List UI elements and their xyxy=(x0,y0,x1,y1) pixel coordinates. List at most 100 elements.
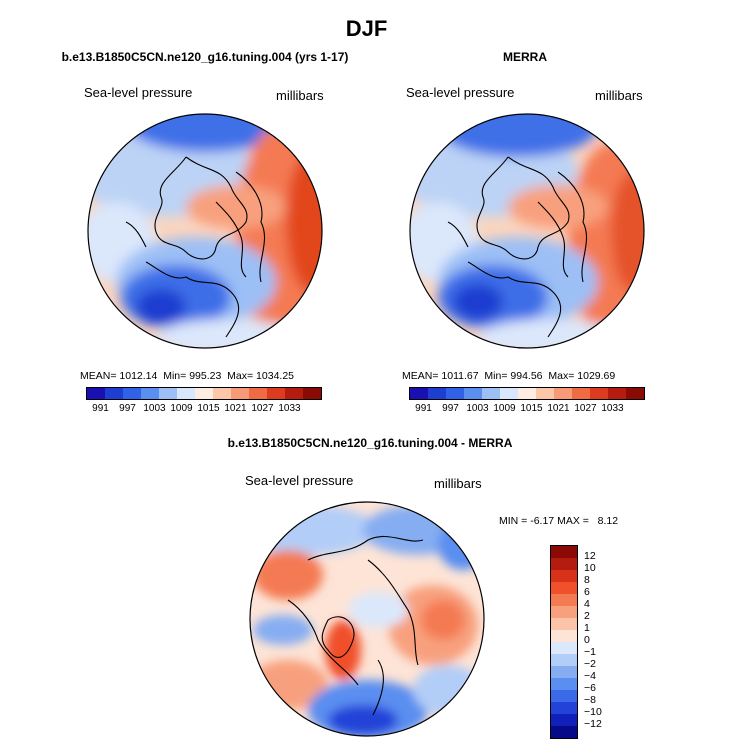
colorbar-tick-label: 1009 xyxy=(170,403,193,414)
stats-diff: MIN = -6.17 MAX = 8.12 xyxy=(499,515,618,527)
colorbar-tick-label: 997 xyxy=(442,403,459,414)
colorbar-tick-label: −2 xyxy=(584,658,596,670)
colorbar-diff xyxy=(550,545,578,739)
colorbar-swatch xyxy=(159,388,177,399)
colorbar-swatch xyxy=(123,388,141,399)
colorbar-swatch xyxy=(518,388,536,399)
colorbar-swatch xyxy=(551,726,577,738)
colorbar-tick-label: 4 xyxy=(584,598,590,610)
min-value: -6.17 xyxy=(530,515,555,527)
colorbar-tick-label: 1021 xyxy=(224,403,247,414)
colorbar-ticks-diff: 12 10 8 6 4 2 1 0 −1 −2 −4 −6 −8 −10 −12 xyxy=(584,545,624,737)
max-value: 1034.25 xyxy=(256,370,295,382)
colorbar-swatch xyxy=(87,388,105,399)
units-label-model: millibars xyxy=(276,88,324,103)
colorbar-tick-label: 991 xyxy=(92,403,109,414)
colorbar-swatch xyxy=(303,388,321,399)
colorbar-swatch xyxy=(195,388,213,399)
colorbar-model xyxy=(86,387,322,400)
colorbar-tick-label: −6 xyxy=(584,682,596,694)
colorbar-swatch xyxy=(626,388,644,399)
colorbar-ticks-obs: 991 997 1003 1009 1015 1021 1027 1033 xyxy=(410,403,626,414)
colorbar-swatch xyxy=(551,654,577,666)
colorbar-swatch xyxy=(551,582,577,594)
colorbar-swatch xyxy=(464,388,482,399)
colorbar-tick-label: 1033 xyxy=(278,403,301,414)
colorbar-tick-label: 997 xyxy=(119,403,136,414)
colorbar-swatch xyxy=(608,388,626,399)
max-value: 1029.69 xyxy=(577,370,616,382)
colorbar-swatch xyxy=(177,388,195,399)
colorbar-ticks-model: 991 997 1003 1009 1015 1021 1027 1033 xyxy=(87,403,303,414)
colorbar-tick-label: 1015 xyxy=(197,403,220,414)
mean-value: 1011.67 xyxy=(441,370,479,382)
colorbar-swatch xyxy=(551,558,577,570)
colorbar-tick-label: 6 xyxy=(584,586,590,598)
colorbar-swatch xyxy=(551,690,577,702)
variable-label-diff: Sea-level pressure xyxy=(245,473,354,488)
colorbar-tick-label: 1 xyxy=(584,622,590,634)
colorbar-tick-label: 1027 xyxy=(251,403,274,414)
min-label: Min= xyxy=(484,370,508,382)
colorbar-tick-label: −8 xyxy=(584,694,596,706)
coastlines-model xyxy=(125,156,266,338)
min-label: Min= xyxy=(163,370,187,382)
max-value: 8.12 xyxy=(597,515,619,527)
max-label: MAX = xyxy=(557,515,589,527)
coastlines-diff xyxy=(287,535,424,716)
min-value: 995.23 xyxy=(189,370,222,382)
figure-title: DJF xyxy=(345,16,388,41)
colorbar-swatch xyxy=(551,666,577,678)
colorbar-swatch xyxy=(482,388,500,399)
colorbar-obs xyxy=(409,387,645,400)
polar-map-model xyxy=(87,113,323,349)
colorbar-tick-label: −4 xyxy=(584,670,596,682)
coastlines-obs xyxy=(447,156,588,338)
polar-map-diff xyxy=(249,501,485,737)
colorbar-tick-label: 1009 xyxy=(493,403,516,414)
colorbar-swatch xyxy=(551,630,577,642)
variable-label-model: Sea-level pressure xyxy=(84,85,193,100)
mean-value: 1012.14 xyxy=(119,370,158,382)
colorbar-swatch xyxy=(410,388,428,399)
colorbar-tick-label: 1003 xyxy=(143,403,166,414)
variable-label-obs: Sea-level pressure xyxy=(406,85,515,100)
colorbar-swatch xyxy=(551,594,577,606)
colorbar-swatch xyxy=(551,714,577,726)
polar-map-obs xyxy=(409,113,645,349)
panel-title-model: b.e13.B1850C5CN.ne120_g16.tuning.004 (yr… xyxy=(61,50,349,64)
colorbar-tick-label: 991 xyxy=(415,403,432,414)
colorbar-tick-label: 8 xyxy=(584,574,590,586)
colorbar-tick-label: 2 xyxy=(584,610,590,622)
colorbar-swatch xyxy=(551,702,577,714)
colorbar-tick-label: 12 xyxy=(584,550,596,562)
colorbar-swatch xyxy=(590,388,608,399)
colorbar-tick-label: 1033 xyxy=(601,403,624,414)
units-label-diff: millibars xyxy=(434,476,482,491)
colorbar-swatch xyxy=(551,570,577,582)
colorbar-swatch xyxy=(249,388,267,399)
colorbar-swatch xyxy=(428,388,446,399)
colorbar-swatch xyxy=(141,388,159,399)
max-label: Max= xyxy=(227,370,254,382)
colorbar-tick-label: 1003 xyxy=(466,403,489,414)
min-value: 994.56 xyxy=(510,370,543,382)
colorbar-swatch xyxy=(500,388,518,399)
colorbar-swatch xyxy=(536,388,554,399)
colorbar-swatch xyxy=(446,388,464,399)
stats-obs: MEAN= 1011.67 Min= 994.56 Max= 1029.69 xyxy=(402,370,615,382)
colorbar-swatch xyxy=(572,388,590,399)
colorbar-swatch xyxy=(551,642,577,654)
colorbar-swatch xyxy=(213,388,231,399)
colorbar-tick-label: 1021 xyxy=(547,403,570,414)
units-label-obs: millibars xyxy=(595,88,643,103)
colorbar-tick-label: 10 xyxy=(584,562,596,574)
max-label: Max= xyxy=(548,370,575,382)
colorbar-tick-label: 1015 xyxy=(520,403,543,414)
colorbar-swatch xyxy=(554,388,572,399)
colorbar-swatch xyxy=(285,388,303,399)
panel-title-obs: MERRA xyxy=(503,50,547,64)
colorbar-swatch xyxy=(551,618,577,630)
colorbar-tick-label: −1 xyxy=(584,646,596,658)
panel-title-diff: b.e13.B1850C5CN.ne120_g16.tuning.004 - M… xyxy=(227,436,513,450)
